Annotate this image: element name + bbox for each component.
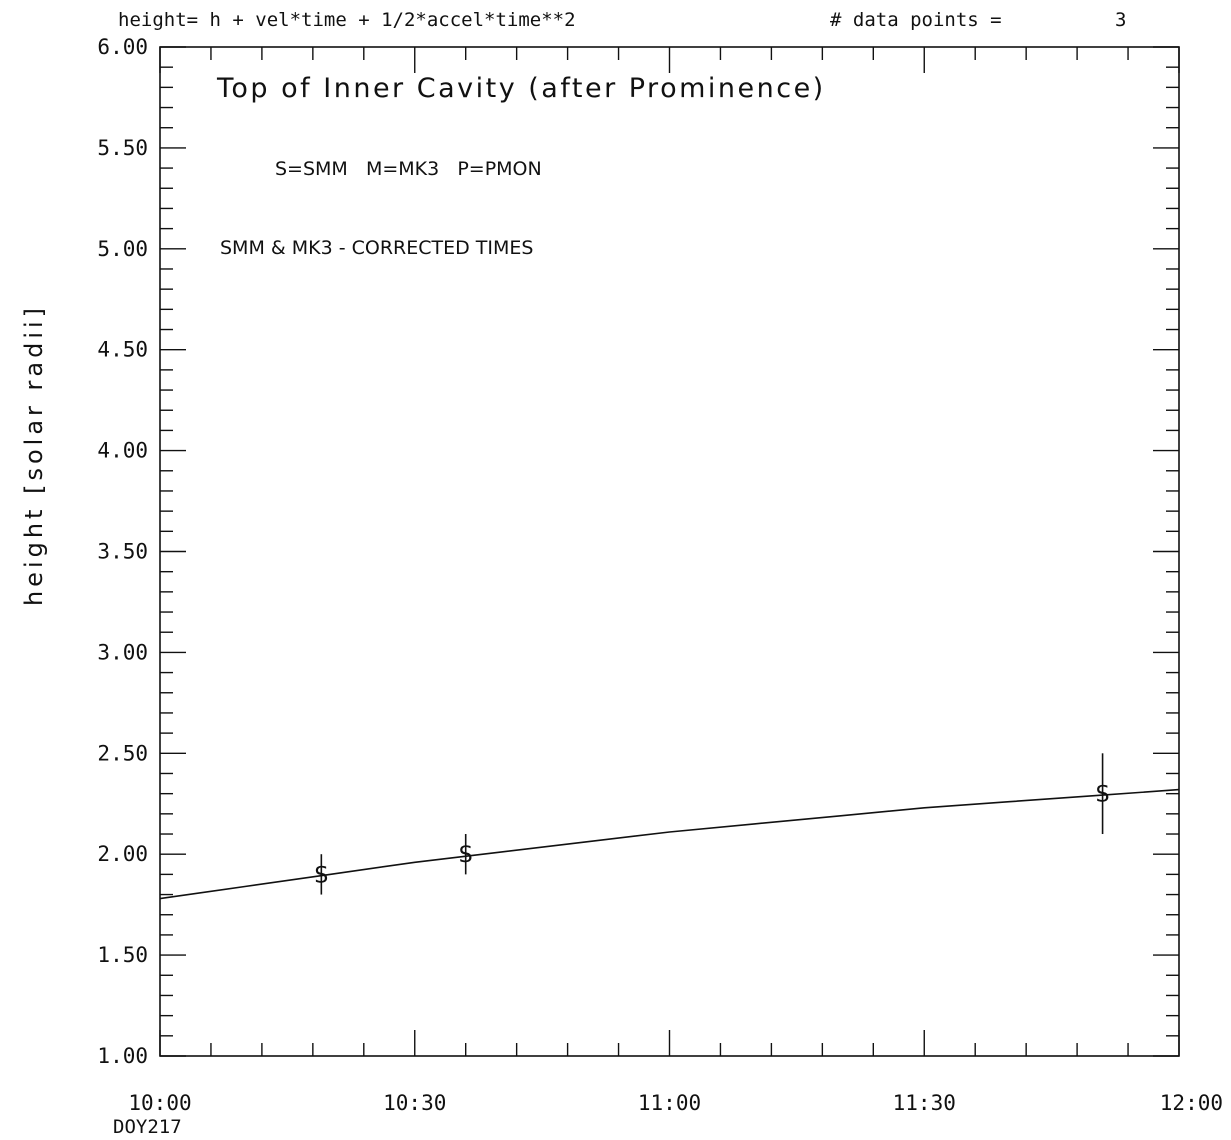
fit-curve-layer [159, 788, 1180, 900]
data-point-marker: S [459, 843, 473, 868]
data-point-marker: S [1096, 783, 1110, 808]
y-tick-label: 3.00 [97, 640, 148, 664]
data-point-marker: S [314, 863, 328, 888]
fit-curve [159, 788, 1180, 900]
x-sublabel: DOY217 [113, 1116, 182, 1138]
x-tick-label: 11:00 [638, 1091, 701, 1115]
y-tick-label: 5.50 [97, 136, 148, 160]
data-points-layer: S S S [314, 753, 1110, 895]
y-tick-label: 6.00 [97, 35, 148, 59]
header-formula: height= h + vel*time + 1/2*accel*time**2 [118, 9, 576, 31]
y-tick-label: 2.50 [97, 741, 148, 765]
plot-frame [159, 46, 1180, 1057]
x-tick-label: 10:00 [128, 1091, 191, 1115]
chart-title: Top of Inner Cavity (after Prominence) [216, 73, 826, 104]
x-tick-label: 12:00 [1160, 1091, 1223, 1115]
legend-text: S=SMM M=MK3 P=PMON [275, 158, 542, 180]
header-count-value: 3 [1115, 9, 1126, 31]
y-tick-labels: 1.00 1.50 2.00 2.50 3.00 3.50 4.00 4.50 5.00 5.50… [97, 35, 148, 1068]
y-tick-label: 3.50 [97, 540, 148, 564]
y-tick-label: 4.50 [97, 338, 148, 362]
y-tick-label: 4.00 [97, 439, 148, 463]
y-tick-label: 2.00 [97, 842, 148, 866]
note-text: SMM & MK3 - CORRECTED TIMES [220, 237, 533, 259]
x-tick-label: 10:30 [383, 1091, 446, 1115]
x-tick-label: 11:30 [893, 1091, 956, 1115]
header-count-label: # data points = [830, 9, 1002, 31]
y-tick-label: 5.00 [97, 237, 148, 261]
y-tick-label: 1.50 [97, 943, 148, 967]
axis-ticks [159, 46, 1180, 1057]
y-tick-label: 1.00 [97, 1044, 148, 1068]
x-tick-labels: 10:00 10:30 11:00 11:30 12:00 [128, 1091, 1223, 1115]
y-axis-label: height [solar radii] [20, 304, 48, 606]
